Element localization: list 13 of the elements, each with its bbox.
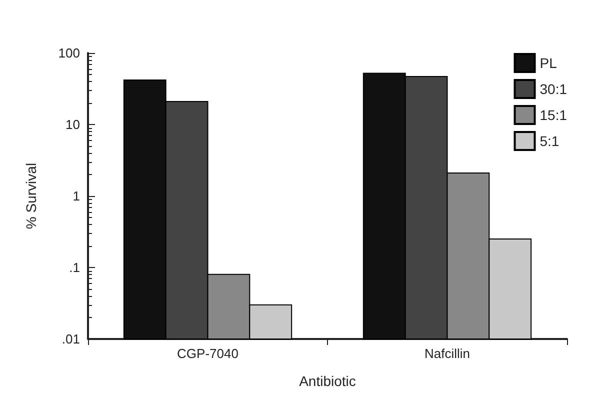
x-tick-label: CGP-7040 bbox=[177, 346, 238, 361]
legend-label: 5:1 bbox=[540, 133, 560, 149]
y-tick-label: 1 bbox=[72, 188, 80, 204]
legend-label: PL bbox=[540, 55, 558, 71]
legend-label: 15:1 bbox=[540, 107, 568, 123]
legend-label: 30:1 bbox=[540, 81, 568, 97]
y-tick-label: 100 bbox=[58, 46, 80, 60]
y-axis-title: % Survival bbox=[23, 162, 39, 230]
x-axis-title: Antibiotic bbox=[299, 373, 356, 389]
x-tick-label: Nafcillin bbox=[424, 346, 470, 361]
y-tick-label: .1 bbox=[69, 260, 80, 275]
y-tick-label: 10 bbox=[66, 117, 80, 132]
y-tick-label: .01 bbox=[62, 332, 80, 346]
